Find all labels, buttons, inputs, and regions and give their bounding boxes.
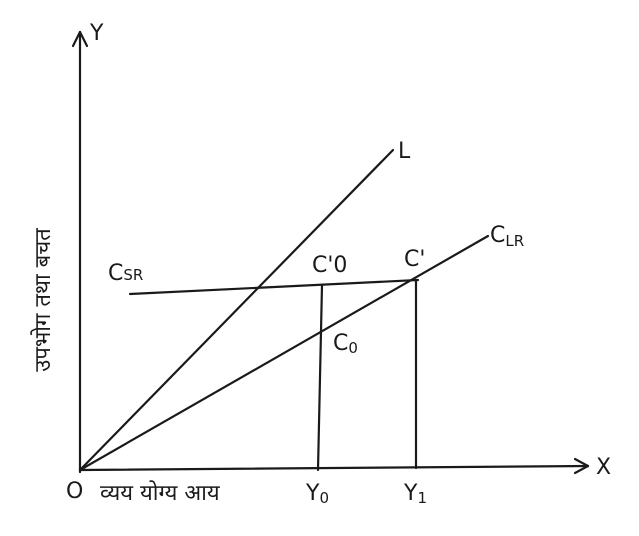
y1-label: Y1 [403,481,427,507]
l-label: L [398,139,411,164]
line-clr [78,234,490,472]
y0-label: Y0 [305,481,329,507]
csr-main: C [108,261,123,286]
c0-sub: 0 [348,339,358,357]
arrow [573,457,590,468]
c0-label: C0 [333,331,358,357]
csr-label: CSR [108,261,143,286]
y0-main: Y [305,481,320,506]
c0-prime-label: C'0 [312,253,347,278]
c0-prime-main: C' [312,253,333,278]
origin-label: O [66,479,83,504]
clr-sub: LR [505,232,524,250]
x-axis [78,464,590,472]
c0-prime-sub: 0 [333,253,347,278]
arrow [71,30,82,48]
y1-sub: 1 [417,489,427,507]
clr-main: C [490,223,505,248]
y1-main: Y [403,481,418,506]
line-csr [128,278,420,296]
clr-label: CLR [490,223,524,250]
line-y0 [316,283,324,472]
x-axis-label: व्यय योग्य आय [100,480,221,506]
y-axis-label: उपभोग तथा बचत [30,228,56,372]
y-axis-name: Y [89,21,104,46]
c-prime-label: C' [404,247,425,272]
line-l [78,148,395,472]
y0-sub: 0 [319,489,329,507]
c0-main: C [333,331,348,356]
x-axis-name: X [596,455,611,480]
arrow [573,464,590,475]
csr-sub: SR [123,266,143,284]
arrow [78,30,89,48]
